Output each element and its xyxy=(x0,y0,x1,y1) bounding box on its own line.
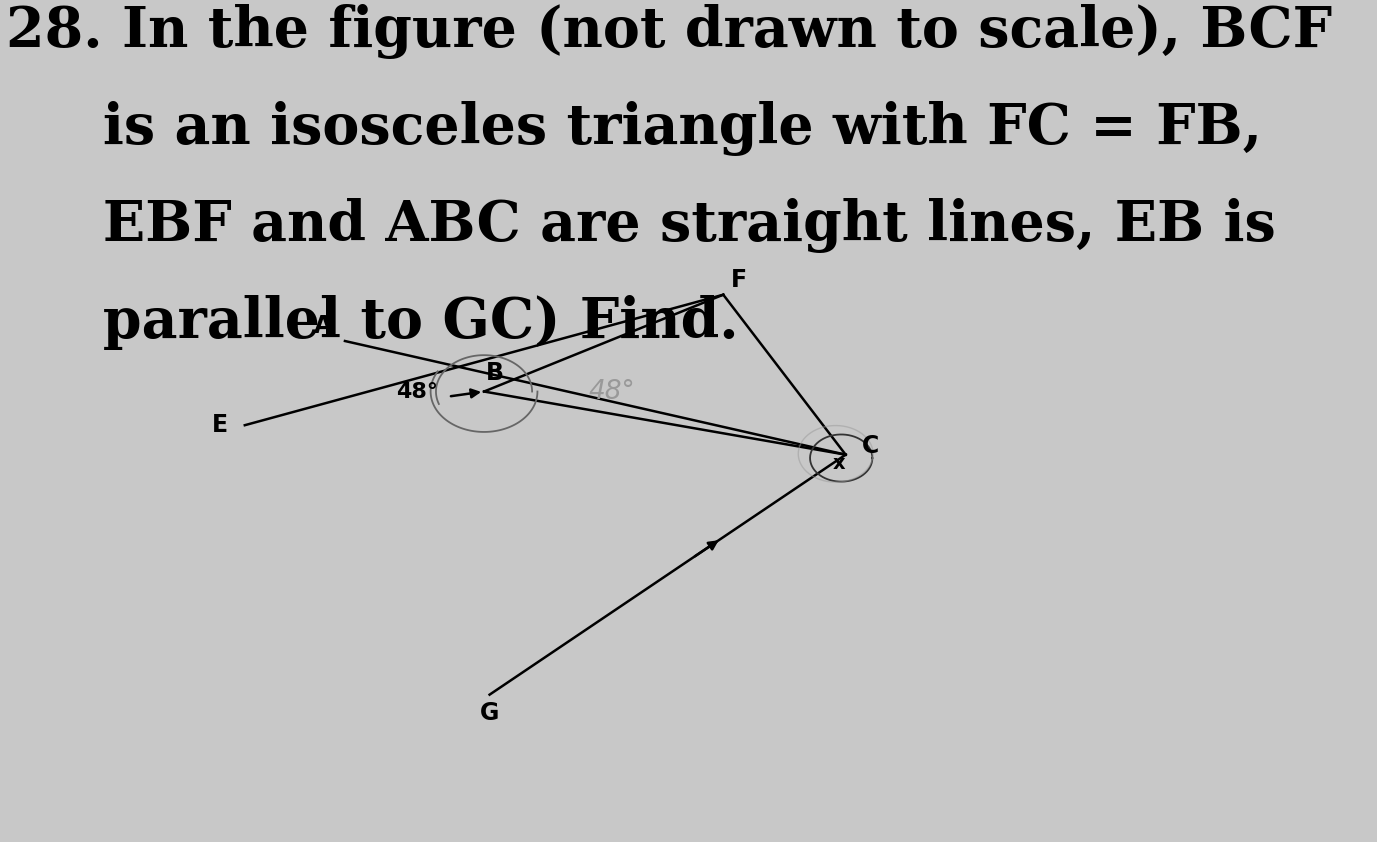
Text: F: F xyxy=(731,268,746,291)
Text: G: G xyxy=(481,701,500,725)
Text: 48°: 48° xyxy=(397,381,438,402)
Text: 48°: 48° xyxy=(588,379,635,404)
Text: E: E xyxy=(212,413,229,437)
Text: x: x xyxy=(833,454,845,472)
Text: EBF and ABC are straight lines, EB is: EBF and ABC are straight lines, EB is xyxy=(6,198,1275,253)
Text: is an isosceles triangle with FC = FB,: is an isosceles triangle with FC = FB, xyxy=(6,101,1261,156)
Text: B: B xyxy=(486,361,504,385)
Text: 28. In the figure (not drawn to scale), BCF: 28. In the figure (not drawn to scale), … xyxy=(6,4,1332,59)
Text: C: C xyxy=(862,434,879,458)
Text: parallel to GC) Find.: parallel to GC) Find. xyxy=(6,295,738,349)
Text: A: A xyxy=(314,314,332,338)
